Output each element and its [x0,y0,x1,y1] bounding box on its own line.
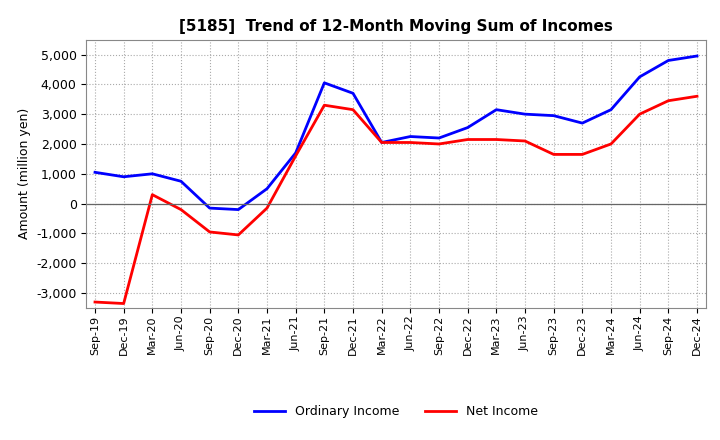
Net Income [693,94,701,99]
Net Income [91,299,99,304]
Net Income [635,111,644,117]
Ordinary Income [148,171,157,176]
Ordinary Income [664,58,672,63]
Ordinary Income [176,179,185,184]
Title: [5185]  Trend of 12-Month Moving Sum of Incomes: [5185] Trend of 12-Month Moving Sum of I… [179,19,613,34]
Net Income [464,137,472,142]
Net Income [549,152,558,157]
Net Income [521,138,529,143]
Net Income [234,232,243,238]
Net Income [263,205,271,211]
Net Income [120,301,128,306]
Net Income [435,141,444,147]
Ordinary Income [377,140,386,145]
Ordinary Income [521,111,529,117]
Line: Net Income: Net Income [95,96,697,304]
Ordinary Income [205,205,214,211]
Ordinary Income [292,150,300,156]
Net Income [492,137,500,142]
Ordinary Income [635,74,644,80]
Y-axis label: Amount (million yen): Amount (million yen) [18,108,31,239]
Line: Ordinary Income: Ordinary Income [95,56,697,209]
Net Income [148,192,157,197]
Ordinary Income [435,136,444,141]
Ordinary Income [693,53,701,59]
Ordinary Income [406,134,415,139]
Net Income [348,107,357,112]
Net Income [205,229,214,235]
Ordinary Income [234,207,243,212]
Ordinary Income [263,186,271,191]
Net Income [406,140,415,145]
Net Income [607,141,616,147]
Net Income [377,140,386,145]
Ordinary Income [607,107,616,112]
Ordinary Income [549,113,558,118]
Ordinary Income [91,170,99,175]
Ordinary Income [464,125,472,130]
Net Income [176,207,185,212]
Ordinary Income [120,174,128,180]
Ordinary Income [578,121,587,126]
Ordinary Income [492,107,500,112]
Legend: Ordinary Income, Net Income: Ordinary Income, Net Income [249,400,543,423]
Ordinary Income [348,91,357,96]
Net Income [578,152,587,157]
Ordinary Income [320,80,328,85]
Net Income [664,98,672,103]
Net Income [320,103,328,108]
Net Income [292,153,300,158]
